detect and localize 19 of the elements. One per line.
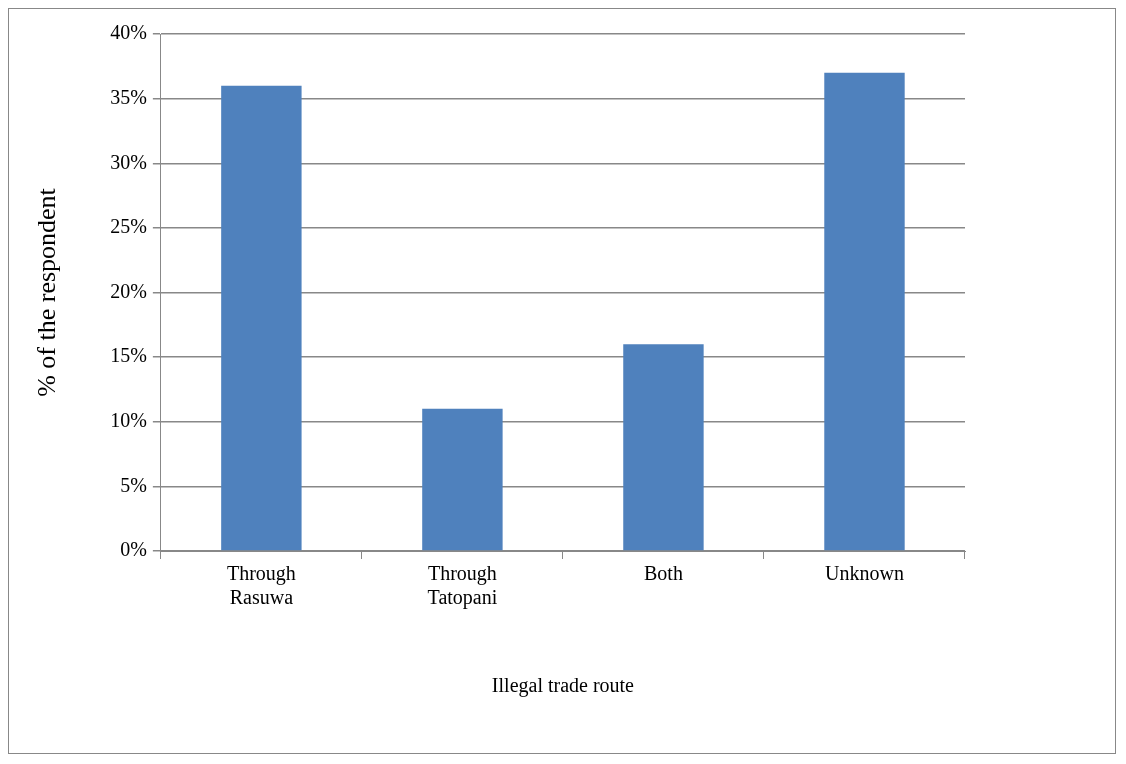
bar — [221, 85, 302, 551]
y-tick-label: 0% — [120, 538, 147, 561]
x-tick-label: Both — [643, 562, 683, 585]
y-tick-label: 20% — [110, 279, 147, 302]
y-axis-title: % of the respondent — [32, 187, 62, 397]
x-tick-label: Through Tatopani — [427, 562, 498, 610]
bar — [422, 408, 503, 551]
y-tick-label: 40% — [110, 21, 147, 44]
y-tick-label: 35% — [110, 85, 147, 108]
y-tick-label: 15% — [110, 344, 147, 367]
y-tick-label: 10% — [110, 409, 147, 431]
y-tick-label: 5% — [120, 473, 147, 496]
x-axis-title: Illegal trade route — [491, 674, 635, 698]
bar — [623, 344, 704, 551]
y-tick-label: 25% — [110, 215, 147, 238]
x-tick-label: Through Rasuwa — [226, 562, 296, 609]
bar — [824, 72, 905, 551]
x-tick-label: Unknown — [825, 562, 904, 585]
y-tick-label: 30% — [110, 150, 147, 173]
